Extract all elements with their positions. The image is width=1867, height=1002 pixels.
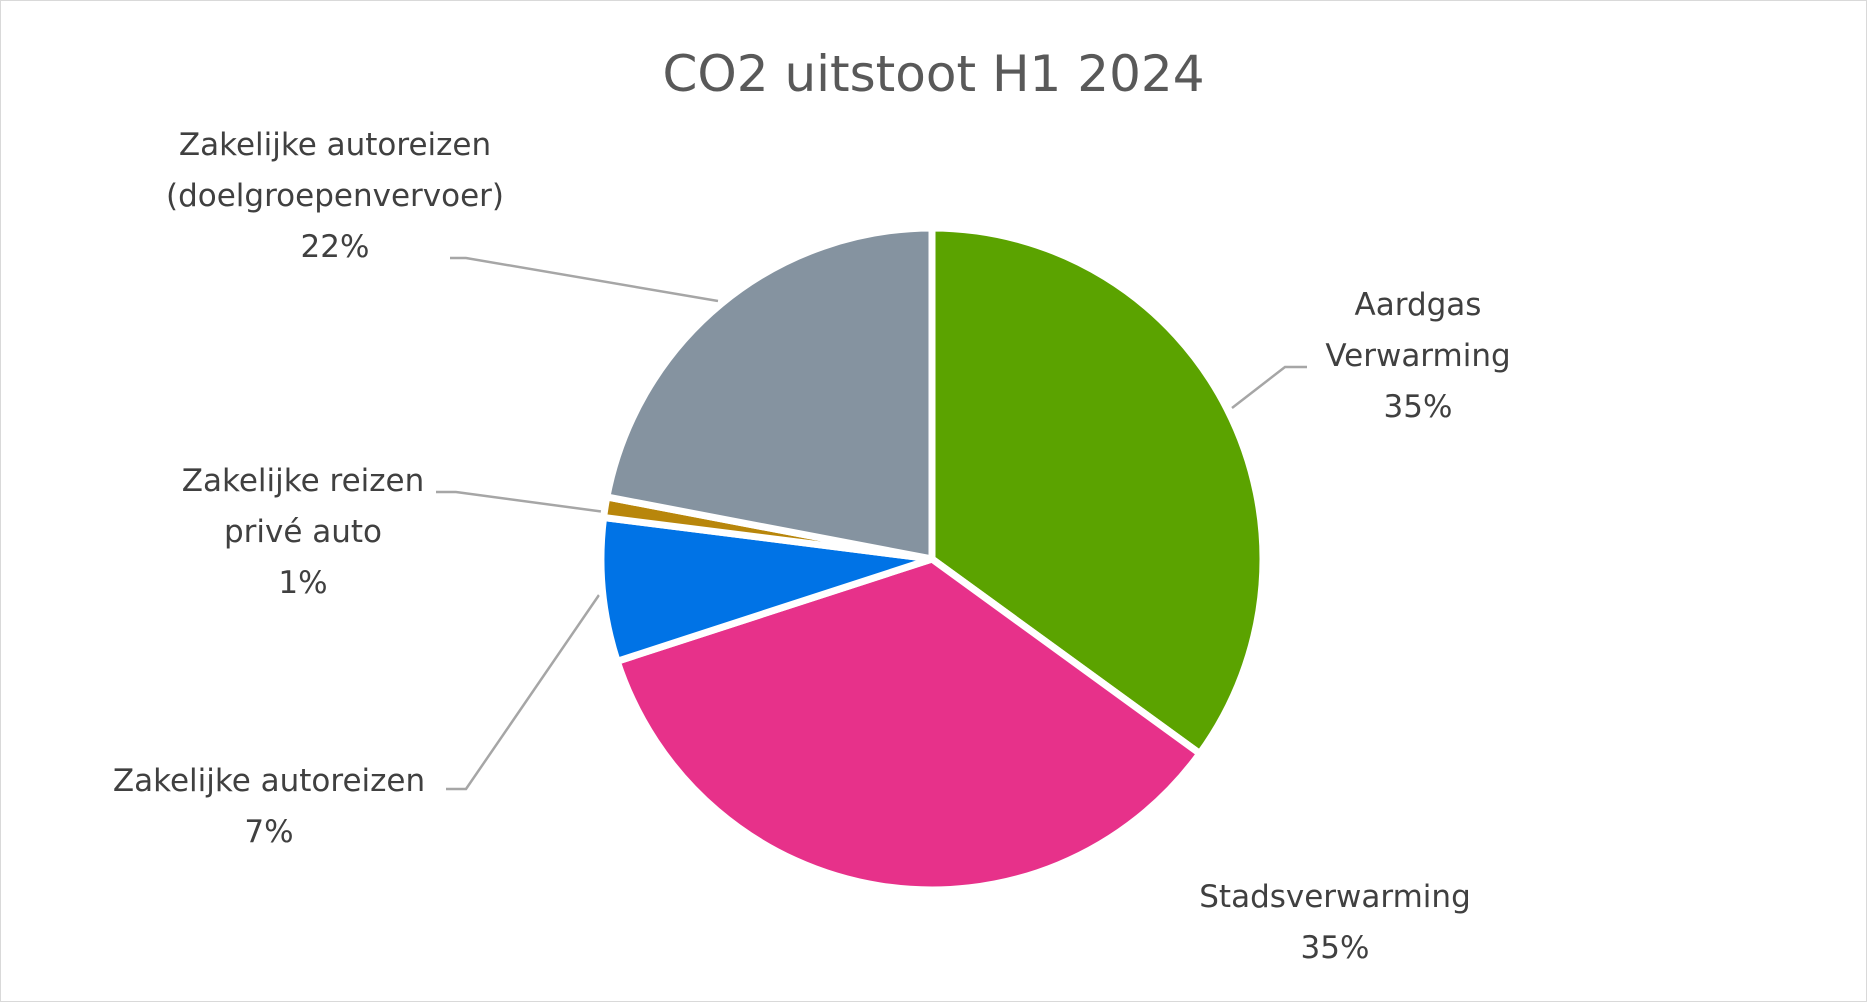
leader-lines [436, 256, 1307, 791]
leader-line [436, 490, 606, 514]
leader-line [1231, 365, 1307, 409]
label-value: 35% [1300, 930, 1370, 966]
pie-slice [928, 224, 1267, 758]
data-label: Aardgas Verwarming 35% [1298, 280, 1538, 433]
label-value: 7% [244, 814, 294, 850]
label-value: 35% [1383, 389, 1453, 425]
label-category: Stadsverwarming [1199, 879, 1471, 915]
data-label: Zakelijke autoreizen 7% [59, 756, 479, 858]
leader-line [450, 256, 719, 303]
leader-line [446, 594, 601, 791]
label-category: Zakelijke reizen privé auto [181, 463, 425, 550]
data-label: Zakelijke autoreizen (doelgroepenvervoer… [135, 120, 535, 273]
data-label: Zakelijke reizen privé auto 1% [168, 456, 438, 609]
chart-title: CO2 uitstoot H1 2024 [662, 45, 1205, 103]
pie-slice [613, 555, 1204, 894]
pie-slice [603, 224, 936, 563]
label-category: Zakelijke autoreizen (doelgroepenvervoer… [166, 127, 504, 214]
label-value: 1% [278, 565, 328, 601]
label-value: 22% [300, 229, 370, 265]
pie-slice [597, 514, 936, 665]
pie [597, 224, 1267, 894]
data-label: Stadsverwarming 35% [1135, 872, 1535, 974]
label-category: Zakelijke autoreizen [112, 763, 426, 799]
label-category: Aardgas Verwarming [1325, 287, 1511, 374]
